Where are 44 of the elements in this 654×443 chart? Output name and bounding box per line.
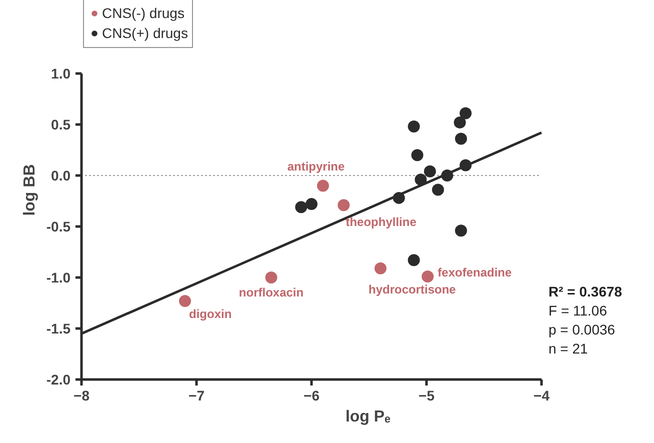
point [454, 116, 466, 128]
point [411, 149, 424, 162]
x-tick-label: −5 [418, 388, 435, 404]
point [455, 132, 467, 145]
y-tick-label: -1.5 [46, 320, 71, 336]
x-tick-label: −4 [534, 388, 550, 404]
point [179, 294, 191, 307]
point [265, 272, 278, 284]
point [460, 107, 472, 120]
y-tick-label: -1.0 [46, 270, 71, 286]
y-tick-label: -2.0 [46, 372, 71, 388]
x-tick-label: −6 [304, 388, 320, 404]
annotation: fexofenadine [438, 265, 512, 280]
point [338, 199, 350, 212]
text: F = 11.06 [548, 302, 608, 318]
y-tick-label: -0.5 [46, 218, 71, 234]
x-tick-label: −7 [188, 388, 205, 404]
point [374, 262, 386, 274]
point [414, 174, 427, 186]
y-axis-title: log BB [21, 164, 38, 216]
x-axis-title: log Pₑ [345, 408, 391, 426]
point [408, 254, 420, 266]
point [317, 180, 329, 192]
legend-label: CNS(-) drugs [102, 5, 184, 21]
annotation: theophylline [346, 215, 417, 230]
text: R² = 0.3678 [548, 284, 622, 300]
text: p = 0.0036 [548, 322, 616, 338]
annotation: antipyrine [287, 160, 345, 174]
point [455, 224, 467, 237]
annotation: norfloxacin [238, 286, 304, 300]
legend-label: CNS(+) drugs [102, 25, 188, 41]
annotation: digoxin [189, 306, 232, 321]
y-tick-label: 0.0 [51, 168, 71, 184]
annotation: hydrocortisone [368, 282, 456, 296]
y-tick-label: 1.0 [51, 66, 71, 82]
point [424, 165, 436, 178]
point [432, 184, 444, 196]
y-tick-label: 0.5 [51, 116, 71, 132]
x-tick-label: −8 [74, 388, 90, 404]
point [306, 198, 318, 210]
point [408, 120, 420, 133]
text: n = 21 [548, 340, 588, 356]
point [422, 270, 434, 282]
point [295, 201, 308, 214]
